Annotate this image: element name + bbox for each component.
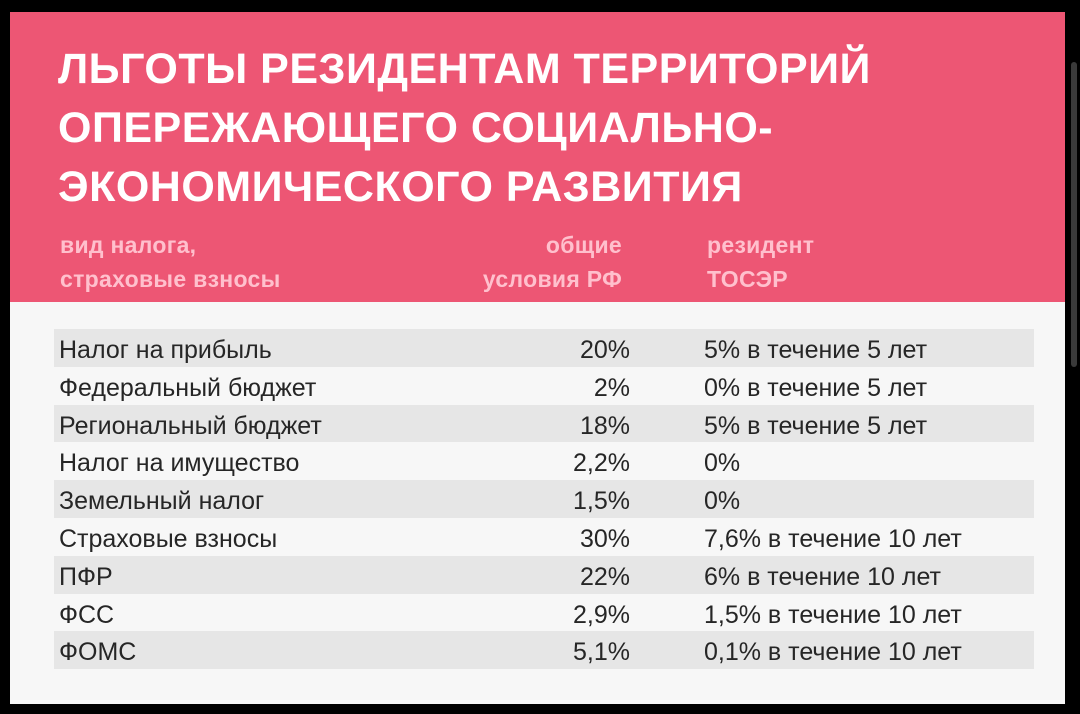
table-row: Федеральный бюджет 2% 0% в течение 5 лет bbox=[54, 367, 1034, 405]
resident-rate: 1,5% в течение 10 лет bbox=[704, 600, 962, 629]
title-line: ОПЕРЕЖАЮЩЕГО СОЦИАЛЬНО- bbox=[58, 104, 774, 152]
benefits-table: Налог на прибыль 20% 5% в течение 5 лет … bbox=[54, 329, 1034, 670]
tax-name: ФСС bbox=[59, 600, 115, 629]
title-line: ЛЬГОТЫ РЕЗИДЕНТАМ ТЕРРИТОРИЙ bbox=[58, 45, 871, 93]
general-rate: 2,2% bbox=[573, 449, 630, 478]
tax-name: Страховые взносы bbox=[59, 524, 278, 553]
column-header-general-terms: общие условия РФ bbox=[482, 232, 622, 292]
table-row: Налог на прибыль 20% 5% в течение 5 лет bbox=[54, 329, 1034, 367]
benefits-card: ЛЬГОТЫ РЕЗИДЕНТАМ ТЕРРИТОРИЙ ОПЕРЕЖАЮЩЕГ… bbox=[10, 12, 1065, 704]
resident-rate: 7,6% в течение 10 лет bbox=[704, 524, 962, 553]
general-rate: 22% bbox=[579, 562, 630, 591]
general-rate: 2,9% bbox=[573, 600, 630, 629]
tax-name: Налог на имущество bbox=[59, 449, 300, 478]
general-rate: 1,5% bbox=[573, 487, 630, 516]
title-line: ЭКОНОМИЧЕСКОГО РАЗВИТИЯ bbox=[58, 163, 743, 211]
tax-name: Налог на прибыль bbox=[59, 336, 272, 364]
tax-name: ПФР bbox=[59, 562, 113, 591]
tax-name: Региональный бюджет bbox=[59, 411, 322, 440]
table-row: Страховые взносы 30% 7,6% в течение 10 л… bbox=[54, 518, 1034, 556]
resident-rate: 5% в течение 5 лет bbox=[704, 411, 928, 440]
resident-rate: 6% в течение 10 лет bbox=[704, 562, 941, 591]
resident-rate: 0% bbox=[704, 487, 741, 516]
table-row: Налог на имущество 2,2% 0% bbox=[54, 442, 1034, 480]
column-header-resident: резидент ТОСЭР bbox=[707, 232, 815, 292]
general-rate: 5,1% bbox=[573, 638, 630, 667]
table-row: ПФР 22% 6% в течение 10 лет bbox=[54, 555, 1034, 594]
resident-rate: 0,1% в течение 10 лет bbox=[704, 638, 962, 667]
resident-rate: 0% bbox=[704, 449, 741, 478]
resident-rate: 5% в течение 5 лет bbox=[704, 336, 928, 364]
general-rate: 20% bbox=[579, 336, 630, 364]
tax-name: ФОМС bbox=[59, 638, 137, 667]
table-row: Земельный налог 1,5% 0% bbox=[54, 480, 1034, 518]
general-rate: 30% bbox=[579, 524, 630, 553]
header-banner: ЛЬГОТЫ РЕЗИДЕНТАМ ТЕРРИТОРИЙ ОПЕРЕЖАЮЩЕГ… bbox=[10, 12, 1065, 302]
table-row: Региональный бюджет 18% 5% в течение 5 л… bbox=[54, 404, 1034, 443]
page-title: ЛЬГОТЫ РЕЗИДЕНТАМ ТЕРРИТОРИЙ ОПЕРЕЖАЮЩЕГ… bbox=[58, 40, 1018, 217]
table-row: ФСС 2,9% 1,5% в течение 10 лет bbox=[54, 594, 1034, 632]
general-rate: 18% bbox=[579, 411, 630, 440]
general-rate: 2% bbox=[593, 373, 630, 402]
resident-rate: 0% в течение 5 лет bbox=[704, 373, 928, 402]
column-header-tax-type: вид налога, страховые взносы bbox=[60, 232, 281, 292]
tax-name: Земельный налог bbox=[59, 487, 265, 516]
tax-name: Федеральный бюджет bbox=[59, 373, 317, 402]
table-row: ФОМС 5,1% 0,1% в течение 10 лет bbox=[54, 631, 1034, 670]
scrollbar[interactable] bbox=[1071, 62, 1077, 367]
